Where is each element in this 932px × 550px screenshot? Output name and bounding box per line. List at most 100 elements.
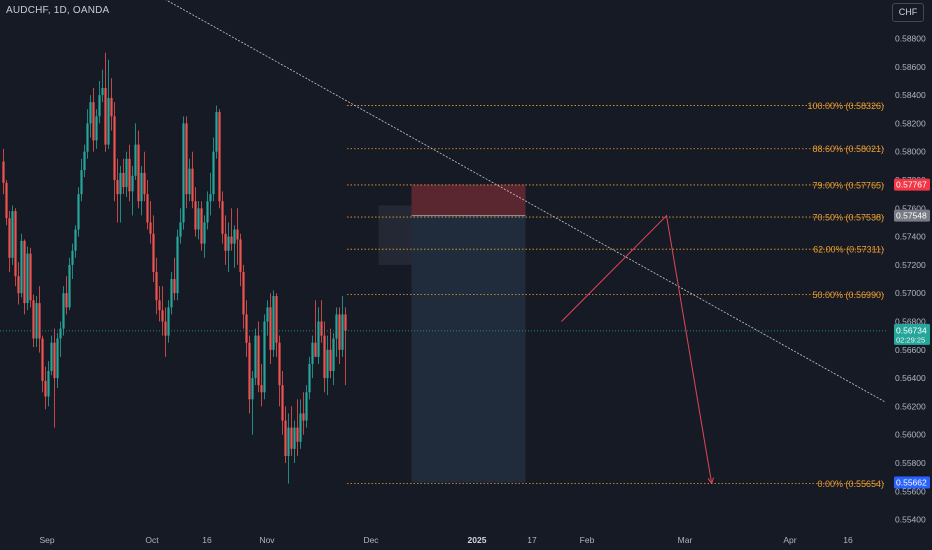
candle[interactable] xyxy=(212,137,215,202)
candle[interactable] xyxy=(314,300,317,357)
candle[interactable] xyxy=(152,215,155,282)
candle[interactable] xyxy=(80,158,83,202)
candle[interactable] xyxy=(296,399,299,456)
candle[interactable] xyxy=(260,363,263,407)
candle[interactable] xyxy=(134,123,137,180)
candle[interactable] xyxy=(119,165,122,223)
candle[interactable] xyxy=(194,187,197,237)
candle[interactable] xyxy=(287,413,290,484)
candle[interactable] xyxy=(149,201,152,244)
candle[interactable] xyxy=(86,109,89,159)
candle[interactable] xyxy=(173,257,176,301)
candle[interactable] xyxy=(344,307,347,386)
candle[interactable] xyxy=(155,257,158,315)
candle[interactable] xyxy=(101,69,104,103)
candle[interactable] xyxy=(56,332,59,389)
candle[interactable] xyxy=(167,300,170,343)
candle[interactable] xyxy=(44,366,47,410)
candle[interactable] xyxy=(77,187,80,237)
candle[interactable] xyxy=(290,406,293,456)
candle[interactable] xyxy=(32,294,35,347)
candle[interactable] xyxy=(83,144,86,178)
candle[interactable] xyxy=(311,335,314,379)
candle[interactable] xyxy=(146,180,149,230)
candle[interactable] xyxy=(317,307,320,364)
candle[interactable] xyxy=(233,225,236,268)
candle[interactable] xyxy=(257,321,260,393)
time-axis[interactable]: Sep Oct 16 Nov Dec 2025 17 Feb Mar Apr 16 xyxy=(39,535,853,545)
candle[interactable] xyxy=(224,215,227,265)
candle[interactable] xyxy=(206,191,209,230)
candle[interactable] xyxy=(20,233,23,298)
candle[interactable] xyxy=(11,205,14,265)
candle[interactable] xyxy=(305,385,308,428)
candle[interactable] xyxy=(179,208,182,244)
candle[interactable] xyxy=(8,211,11,272)
candle[interactable] xyxy=(158,286,161,322)
candle[interactable] xyxy=(59,321,62,357)
candle[interactable] xyxy=(107,59,110,149)
candle[interactable] xyxy=(203,215,206,258)
candle[interactable] xyxy=(245,300,248,357)
candle[interactable] xyxy=(209,172,212,216)
candle[interactable] xyxy=(215,105,218,159)
candle[interactable] xyxy=(5,180,8,226)
candle[interactable] xyxy=(284,406,287,463)
candle[interactable] xyxy=(143,151,146,202)
candle[interactable] xyxy=(236,208,239,265)
candle[interactable] xyxy=(137,130,140,209)
candle[interactable] xyxy=(197,201,200,240)
candle[interactable] xyxy=(110,78,113,131)
candle[interactable] xyxy=(326,335,329,396)
candle[interactable] xyxy=(230,208,233,251)
candle[interactable] xyxy=(53,328,56,428)
candle[interactable] xyxy=(68,257,71,311)
candle[interactable] xyxy=(50,335,53,376)
candle[interactable] xyxy=(98,80,101,124)
candle[interactable] xyxy=(176,229,179,301)
candle[interactable] xyxy=(2,148,5,195)
candle[interactable] xyxy=(335,307,338,357)
stop-loss-zone[interactable] xyxy=(411,184,526,216)
trendline[interactable] xyxy=(147,0,886,403)
candle[interactable] xyxy=(89,95,92,138)
candle[interactable] xyxy=(218,109,221,209)
candle[interactable] xyxy=(125,151,128,197)
candle[interactable] xyxy=(323,321,326,393)
candle[interactable] xyxy=(275,293,278,357)
candle[interactable] xyxy=(74,225,77,258)
candle[interactable] xyxy=(251,371,254,435)
candle[interactable] xyxy=(95,109,98,149)
candle[interactable] xyxy=(308,356,311,400)
candle[interactable] xyxy=(281,371,284,435)
candle[interactable] xyxy=(227,222,230,272)
candle[interactable] xyxy=(191,151,194,209)
candle[interactable] xyxy=(266,300,269,336)
candle[interactable] xyxy=(71,243,74,280)
candle[interactable] xyxy=(332,332,335,386)
projection-arrow[interactable] xyxy=(561,214,712,483)
candle[interactable] xyxy=(41,335,44,393)
candle[interactable] xyxy=(263,314,266,400)
candle[interactable] xyxy=(62,286,65,336)
candle[interactable] xyxy=(329,328,332,379)
candle[interactable] xyxy=(65,276,68,315)
take-profit-zone[interactable] xyxy=(411,215,526,483)
candle[interactable] xyxy=(299,399,302,449)
candle[interactable] xyxy=(23,239,26,315)
candle[interactable] xyxy=(221,191,224,244)
candle[interactable] xyxy=(338,307,341,364)
candle[interactable] xyxy=(242,264,245,329)
candle[interactable] xyxy=(116,158,119,223)
candle[interactable] xyxy=(131,165,134,216)
candle[interactable] xyxy=(38,286,41,353)
price-axis[interactable]: 0.588000.586000.584000.582000.580000.578… xyxy=(894,34,930,525)
currency-button[interactable]: CHF xyxy=(892,3,924,22)
candle[interactable] xyxy=(113,102,116,202)
candle[interactable] xyxy=(302,392,305,435)
candle[interactable] xyxy=(14,208,17,287)
candle[interactable] xyxy=(47,361,50,407)
candle[interactable] xyxy=(26,246,29,311)
candle[interactable] xyxy=(164,307,167,357)
candle[interactable] xyxy=(254,328,257,386)
